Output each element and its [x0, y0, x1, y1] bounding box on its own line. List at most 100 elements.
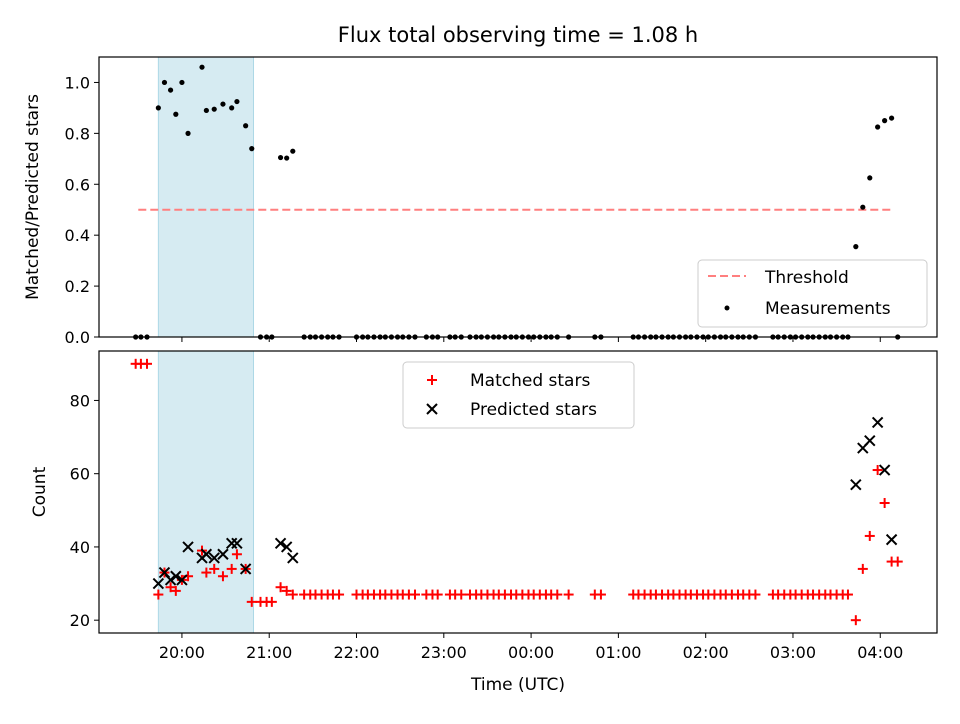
- measurement-point: [167, 87, 174, 93]
- matched-point: [552, 589, 563, 600]
- legend-measurements-label: Measurements: [765, 299, 891, 319]
- predicted-point: [878, 464, 891, 476]
- matched-point: [409, 589, 420, 600]
- matched-point: [334, 589, 345, 600]
- matched-point: [857, 563, 868, 574]
- matched-point: [153, 589, 164, 600]
- bottom-x-ticks: 20:00 21:00 22:00 23:00 00:00 01:00 02:00 03:00…: [159, 633, 903, 662]
- predicted-point: [200, 548, 213, 560]
- measurement-point: [173, 111, 179, 117]
- top-y-tick-label: 0.4: [65, 226, 90, 245]
- matched-point: [209, 563, 220, 574]
- measurement-point: [203, 107, 209, 114]
- predicted-point: [280, 541, 293, 553]
- bottom-y-tick-label: 60: [70, 465, 90, 484]
- x-axis-label: Time (UTC): [470, 675, 565, 695]
- x-tick-label: 00:00: [508, 643, 554, 662]
- matched-points: [130, 358, 903, 626]
- bottom-y-tick-label: 80: [70, 391, 90, 410]
- measurement-point: [277, 154, 284, 161]
- top-y-ticks: 0.0 0.2 0.4 0.6 0.8 1.0: [65, 73, 99, 347]
- measurement-point: [889, 115, 895, 121]
- x-tick-label: 04:00: [857, 643, 903, 662]
- measurement-point: [243, 123, 249, 129]
- matched-point: [142, 358, 153, 369]
- matched-point: [872, 465, 883, 476]
- matched-point: [750, 589, 761, 600]
- top-y-tick-label: 0.6: [65, 175, 90, 194]
- top-shaded-span: [157, 56, 255, 338]
- x-tick-label: 20:00: [159, 643, 205, 662]
- bottom-shaded-span: [157, 350, 255, 634]
- legend-predicted-label: Predicted stars: [470, 400, 597, 420]
- matched-point: [246, 596, 257, 607]
- legend-measurements-swatch: [724, 305, 730, 311]
- predicted-point: [864, 435, 876, 447]
- measurement-point: [161, 79, 168, 86]
- legend-matched-label: Matched stars: [470, 371, 590, 391]
- predicted-point: [885, 533, 898, 546]
- predicted-point: [182, 541, 194, 553]
- matched-point: [266, 596, 277, 607]
- matched-point: [226, 563, 237, 574]
- bottom-legend: Matched stars Predicted stars: [402, 361, 635, 429]
- measurement-point: [867, 175, 873, 181]
- matched-point: [275, 582, 286, 593]
- matched-point: [170, 585, 181, 596]
- x-tick-label: 03:00: [770, 643, 816, 662]
- measurement-point: [179, 79, 185, 86]
- matched-point: [892, 556, 903, 567]
- measurement-point: [185, 130, 191, 136]
- matched-point: [201, 567, 212, 578]
- legend-matched-swatch: [427, 375, 437, 385]
- predicted-point: [274, 537, 287, 549]
- predicted-points: [152, 416, 898, 590]
- measurement-point: [220, 101, 226, 107]
- measurement-point: [284, 155, 290, 161]
- predicted-point: [225, 537, 238, 549]
- bottom-y-ticks: 20 40 60 80: [70, 391, 99, 630]
- matched-point: [879, 497, 890, 508]
- predicted-point: [152, 577, 165, 590]
- matched-point: [432, 589, 443, 600]
- top-legend: Threshold Measurements: [697, 259, 928, 328]
- legend-threshold-label: Threshold: [764, 268, 849, 288]
- predicted-point: [176, 574, 188, 586]
- measurement-point: [860, 204, 866, 210]
- matched-point: [231, 549, 242, 560]
- top-y-tick-label: 0.2: [65, 277, 90, 296]
- measurement-point: [249, 146, 255, 152]
- predicted-point: [164, 574, 177, 586]
- predicted-point: [850, 478, 862, 491]
- figure-title: Flux total observing time = 1.08 h: [338, 23, 698, 47]
- measurement-point: [234, 98, 240, 105]
- predicted-point: [239, 563, 252, 575]
- matched-point: [563, 589, 574, 600]
- matched-point: [287, 589, 298, 600]
- matched-point: [850, 615, 861, 626]
- measurement-point: [882, 118, 888, 124]
- x-tick-label: 21:00: [246, 643, 292, 662]
- bottom-axes-frame: [98, 350, 938, 634]
- matched-point: [456, 589, 467, 600]
- predicted-point: [287, 552, 299, 564]
- top-y-axis-label: Matched/Predicted stars: [23, 94, 43, 300]
- top-y-tick-label: 1.0: [65, 73, 90, 92]
- measurement-point: [229, 105, 235, 111]
- bottom-y-axis-label: Count: [30, 466, 50, 517]
- top-subplot: 0.0 0.2 0.4 0.6 0.8 1.0 Matched/Predicted sta…: [23, 56, 938, 347]
- predicted-point: [871, 416, 884, 429]
- predicted-point: [170, 570, 182, 582]
- measurement-point: [155, 105, 161, 111]
- measurement-point: [875, 124, 881, 130]
- bottom-y-tick-label: 20: [70, 611, 90, 630]
- measurement-point: [853, 244, 859, 250]
- legend-predicted-swatch: [426, 403, 438, 415]
- matched-point: [281, 585, 292, 596]
- matched-point: [217, 571, 228, 582]
- predicted-point: [217, 548, 229, 560]
- predicted-point: [231, 537, 243, 549]
- matched-point: [165, 582, 176, 593]
- measurement-point: [290, 148, 296, 154]
